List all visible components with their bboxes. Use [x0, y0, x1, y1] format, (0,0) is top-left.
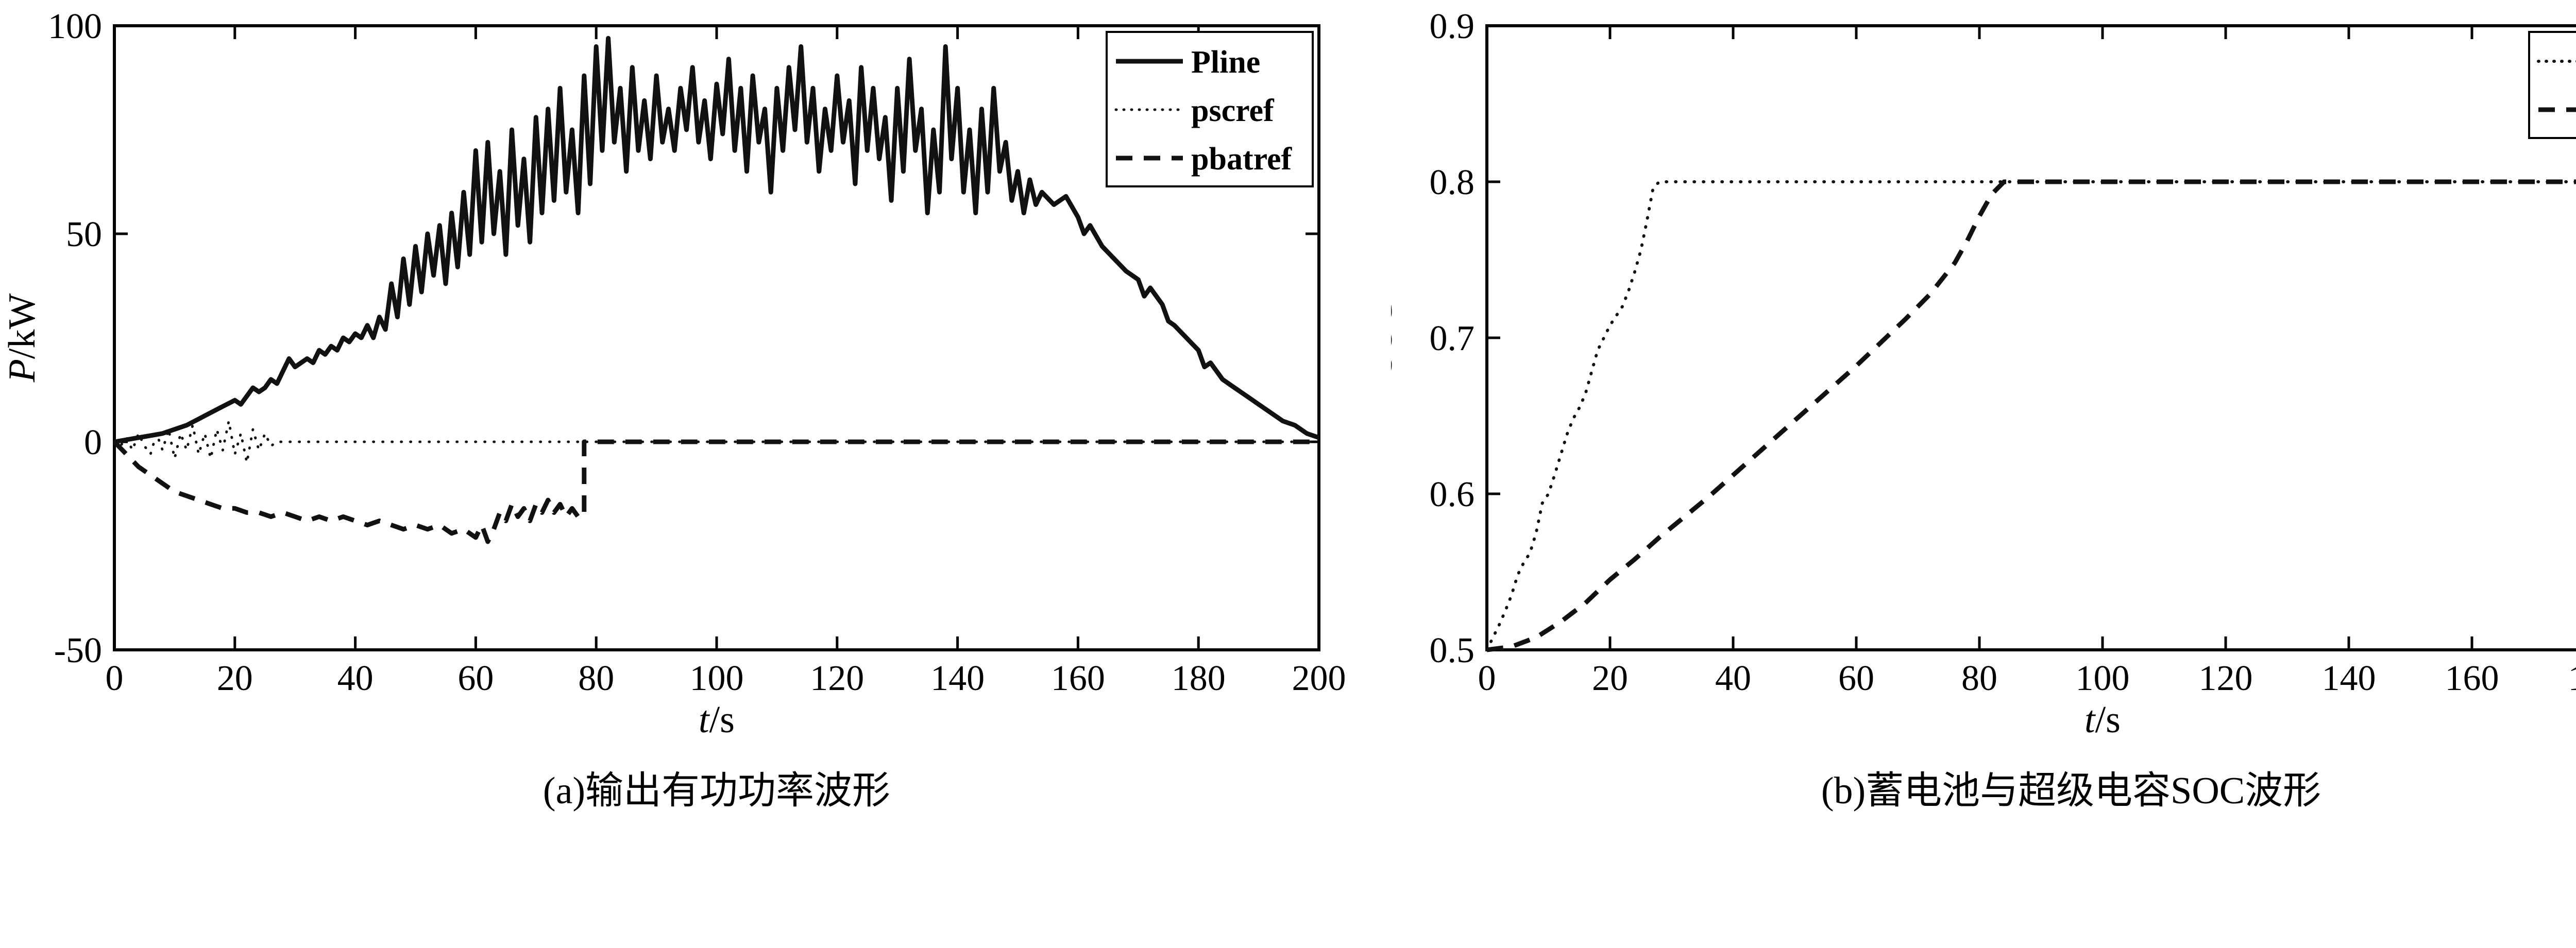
x-tick-label: 80	[1961, 659, 1997, 698]
x-tick-label: 180	[2568, 659, 2576, 698]
chart-b-canvas: 0204060801001201401601802000.50.60.70.80…	[1391, 7, 2576, 741]
series-pline	[114, 36, 1320, 444]
x-tick-label: 120	[2199, 659, 2253, 698]
legend-label-pscref: pscref	[1191, 93, 1275, 128]
x-tick-label: 20	[217, 659, 253, 698]
plot-frame	[1485, 24, 2576, 651]
legend-box	[1106, 31, 1314, 187]
x-tick-label: 200	[1292, 659, 1346, 698]
chart-a-canvas: 0 20 40 60 80 100 120 140 160 180 200-50050100t/sP…	[1, 7, 1346, 741]
y-tick-label: 50	[66, 215, 102, 254]
legend-box	[2528, 31, 2576, 139]
x-tick-label: 180	[1172, 659, 1226, 698]
x-tick-label: 20	[1592, 659, 1628, 698]
caption-a: (a)输出有功功率波形	[543, 770, 891, 812]
y-tick-label: 100	[48, 7, 102, 46]
x-tick-label: 100	[690, 659, 744, 698]
x-axis-label: t/s	[2084, 699, 2121, 741]
series-socbat	[1486, 179, 2576, 652]
x-tick-label: 100	[2076, 659, 2130, 698]
x-axis-label: t/s	[699, 699, 735, 741]
y-axis-label: P/kW	[1, 294, 43, 383]
y-tick-label: 0.6	[1430, 475, 1475, 514]
legend-label-pline: Pline	[1191, 45, 1260, 80]
caption-b: (b)蓄电池与超级电容SOC波形	[1821, 770, 2321, 812]
x-tick-label: 120	[810, 659, 864, 698]
y-tick-label: 0.7	[1430, 319, 1475, 358]
x-tick-label: 40	[1715, 659, 1751, 698]
x-tick-label: 0	[106, 659, 124, 698]
x-tick-label: 160	[2445, 659, 2499, 698]
y-tick-label: 0.8	[1430, 163, 1475, 202]
x-tick-label: 60	[1838, 659, 1874, 698]
series-pbatref	[112, 439, 1319, 544]
x-tick-label: 60	[457, 659, 494, 698]
x-tick-label: 0	[1478, 659, 1496, 698]
y-axis-label: SOC	[1391, 301, 1400, 375]
x-tick-label: 140	[2322, 659, 2376, 698]
chart-panel-b: 0204060801001201401601802000.50.60.70.80…	[1391, 0, 2576, 752]
x-tick-label: 40	[337, 659, 374, 698]
y-tick-label: 0	[84, 423, 102, 462]
chart-panel-a: 0 20 40 60 80 100 120 140 160 180 200 -50 0 50 100 t/s P…	[0, 0, 1391, 752]
x-tick-label: 80	[578, 659, 614, 698]
x-tick-label: 140	[930, 659, 985, 698]
y-tick-label: -50	[54, 631, 102, 670]
legend-label-pbatref: pbatref	[1191, 142, 1293, 177]
y-tick-label: 0.9	[1430, 7, 1475, 46]
y-tick-label: 0.5	[1430, 631, 1475, 670]
x-tick-label: 160	[1051, 659, 1105, 698]
